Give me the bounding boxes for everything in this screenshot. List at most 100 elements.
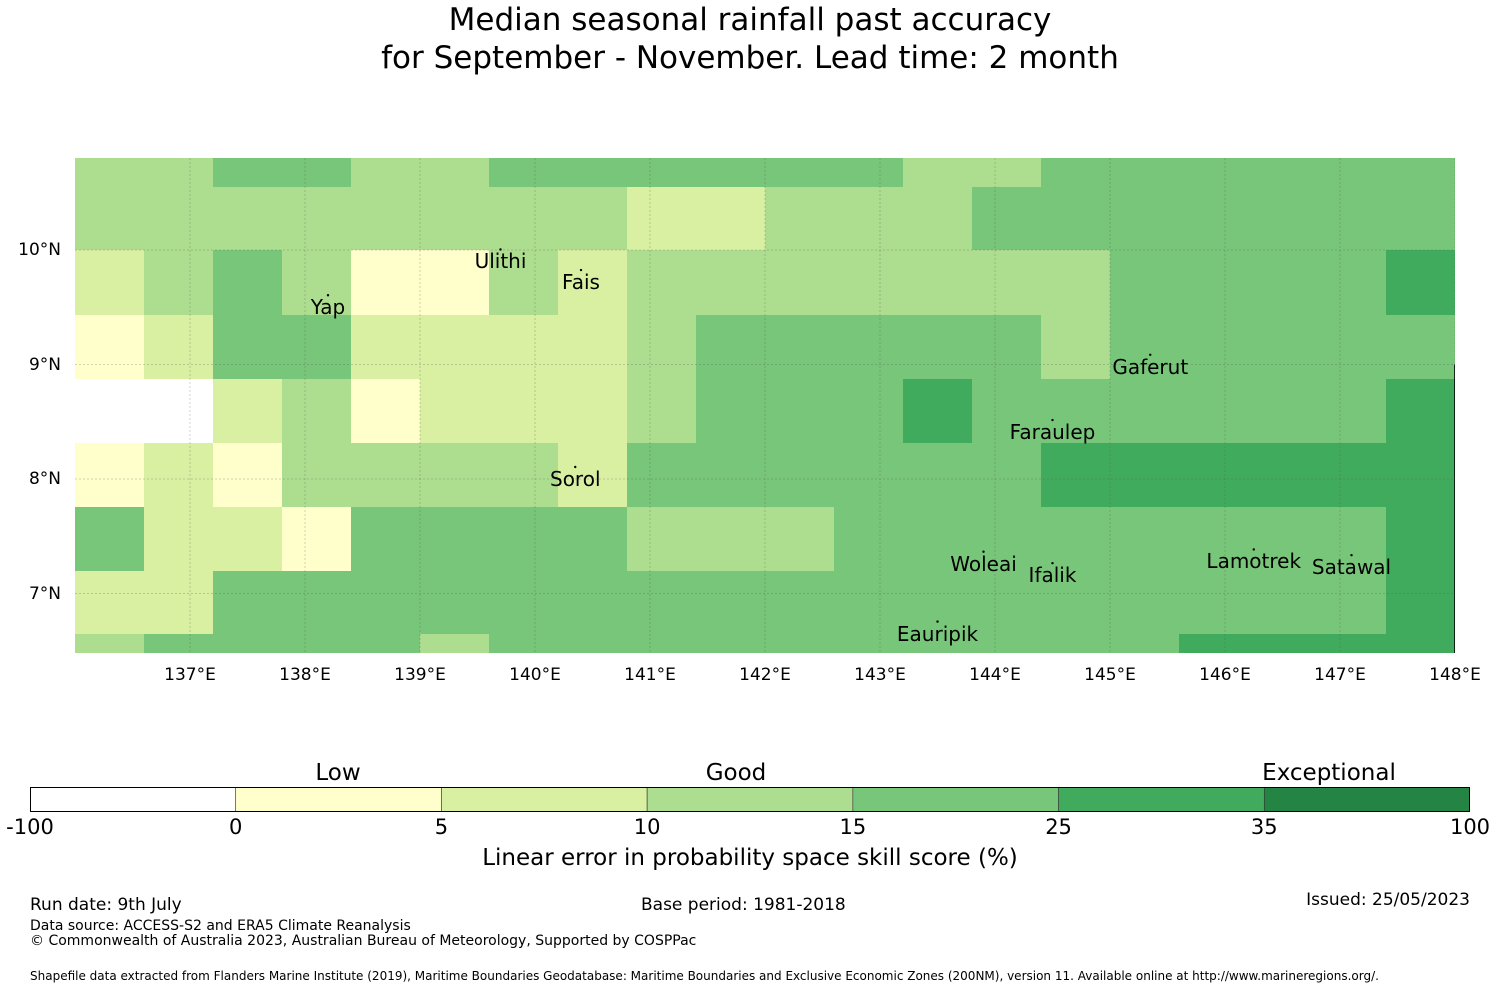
grid-cell xyxy=(1317,634,1387,653)
grid-cell xyxy=(75,379,145,444)
latitude-tick-label: 7°N xyxy=(28,583,61,604)
issued-date: Issued: 25/05/2023 xyxy=(1306,890,1470,910)
grid-cell xyxy=(1041,634,1111,653)
grid-cell xyxy=(765,187,835,251)
colorbar-tick-label: 35 xyxy=(1250,815,1278,839)
grid-cell xyxy=(558,250,628,316)
colorbar-tick-label: 10 xyxy=(633,815,661,839)
grid-cell xyxy=(489,571,559,635)
grid-cell xyxy=(834,443,904,508)
grid-cell xyxy=(282,250,352,316)
island-marker xyxy=(326,294,330,297)
longitude-tick-label: 141°E xyxy=(624,665,676,685)
longitude-tick-label: 142°E xyxy=(739,665,791,685)
grid-cell xyxy=(1110,315,1180,380)
grid-cell xyxy=(420,507,490,572)
grid-cell xyxy=(420,187,490,251)
grid-cell xyxy=(1317,379,1387,444)
island-marker xyxy=(1149,353,1152,356)
grid-cell xyxy=(1110,634,1180,653)
island-marker xyxy=(579,268,583,272)
place-label: Woleai xyxy=(950,551,1017,576)
grid-cell xyxy=(75,250,145,316)
grid-cell xyxy=(144,507,214,572)
grid-cell xyxy=(1041,507,1111,572)
colorbar-segment xyxy=(1058,787,1265,812)
longitude-tick-label: 146°E xyxy=(1199,665,1251,685)
grid-cell xyxy=(489,443,559,508)
base-period: Base period: 1981-2018 xyxy=(641,895,846,915)
grid-cell xyxy=(144,187,214,251)
grid-cell xyxy=(1041,571,1111,635)
grid-cell xyxy=(420,158,490,188)
grid-cell xyxy=(972,187,1042,251)
grid-cell xyxy=(903,315,973,380)
grid-cell xyxy=(1041,187,1111,251)
island-marker xyxy=(1051,561,1054,565)
grid-cell xyxy=(1110,187,1180,251)
colorbar-label: Linear error in probability space skill … xyxy=(482,845,1018,871)
grid-cell xyxy=(213,507,283,572)
grid-cell xyxy=(1317,250,1387,316)
grid-cell xyxy=(1386,571,1455,635)
grid-cell xyxy=(489,187,559,251)
grid-cell xyxy=(420,250,490,316)
grid-cell xyxy=(351,379,421,444)
grid-cell xyxy=(213,634,283,653)
grid-cell xyxy=(213,187,283,251)
island-marker xyxy=(936,620,939,623)
shapefile-credit: Shapefile data extracted from Flanders M… xyxy=(30,969,1379,983)
grid-cell xyxy=(1317,315,1387,380)
grid-cell xyxy=(765,379,835,444)
grid-cell xyxy=(834,379,904,444)
grid-cell xyxy=(144,571,214,635)
longitude-tick-label: 137°E xyxy=(164,665,216,685)
latitude-tick-label: 8°N xyxy=(28,469,61,489)
island-marker xyxy=(499,248,502,251)
grid-cell xyxy=(144,379,214,444)
grid-cell xyxy=(420,315,490,380)
grid-cell xyxy=(972,379,1042,444)
grid-cell xyxy=(351,634,421,653)
longitude-tick-label: 143°E xyxy=(854,665,906,685)
place-label: Lamotrek xyxy=(1206,549,1302,574)
grid-cell xyxy=(1179,571,1249,635)
grid-cell xyxy=(558,187,628,251)
grid-cell xyxy=(489,315,559,380)
grid-cell xyxy=(351,507,421,572)
grid-cell xyxy=(972,443,1042,508)
grid-cell xyxy=(696,250,766,316)
grid-cell xyxy=(144,634,214,653)
place-label: Satawal xyxy=(1311,555,1392,580)
grid-cell xyxy=(627,571,697,635)
grid-cell xyxy=(558,634,628,653)
grid-cell xyxy=(144,315,214,380)
colorbar-segment xyxy=(646,787,854,812)
grid-cell xyxy=(282,187,352,251)
colorbar-segment xyxy=(852,787,1059,812)
grid-cell xyxy=(489,158,559,188)
grid-cell xyxy=(627,158,697,188)
grid-cell xyxy=(765,443,835,508)
grid-cell xyxy=(1179,250,1249,316)
grid-cell xyxy=(213,443,283,508)
place-label: Gaferut xyxy=(1112,354,1189,379)
colorbar-segment xyxy=(235,787,442,812)
grid-cell xyxy=(282,443,352,508)
category-low-label: Low xyxy=(315,760,361,786)
longitude-tick-label: 144°E xyxy=(969,665,1021,685)
grid-cell xyxy=(282,571,352,635)
latitude-tick-label: 10°N xyxy=(18,240,61,260)
grid-cell xyxy=(1248,507,1318,572)
grid-cell xyxy=(282,507,352,572)
island-marker xyxy=(1350,553,1353,557)
grid-cell xyxy=(1317,507,1387,572)
longitude-tick-label: 139°E xyxy=(394,665,446,685)
grid-cell xyxy=(282,315,352,380)
latitude-tick-label: 9°N xyxy=(28,354,61,375)
colorbar-tick-label: 25 xyxy=(1045,815,1072,839)
grid-cell xyxy=(765,507,835,572)
grid-cell xyxy=(1317,571,1387,635)
map-canvas xyxy=(75,158,1455,653)
place-label: Eauripik xyxy=(896,621,979,646)
